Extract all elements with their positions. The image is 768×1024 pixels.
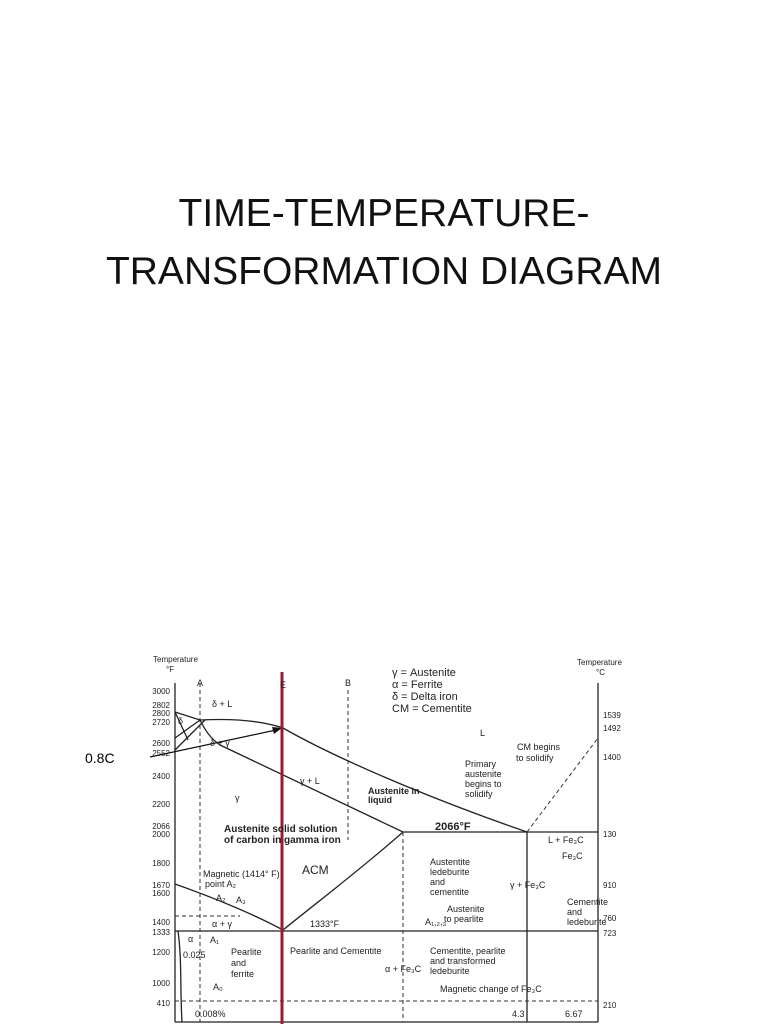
region-label: and transformed <box>430 956 496 966</box>
region-label: Magnetic (1414° F) <box>203 869 280 879</box>
legend-entry: CM = Cementite <box>392 703 472 715</box>
region-label: Cementite, pearlite <box>430 946 506 956</box>
left-tick-label: 2800 <box>152 709 170 718</box>
title-line: TRANSFORMATION DIAGRAM <box>105 250 663 293</box>
right-tick-label: 910 <box>603 881 617 890</box>
left-tick-label: 1200 <box>152 948 170 957</box>
region-label: Austenite solid solution <box>224 824 337 835</box>
region-label: γ + L <box>300 776 320 786</box>
region-label: and <box>231 958 246 968</box>
left-tick-label: 410 <box>157 999 171 1008</box>
region-label: A₂ <box>216 893 226 903</box>
axis-title: Temperature <box>153 655 198 664</box>
region-label: Austentite <box>430 857 470 867</box>
region-label: Austenite in <box>368 786 420 796</box>
region-label: to solidify <box>516 753 554 763</box>
region-label: γ <box>235 793 240 803</box>
region-label: α <box>188 934 193 944</box>
region-label: ledeburite <box>430 966 470 976</box>
region-label: A₃ <box>236 895 246 905</box>
region-label: solidify <box>465 789 493 799</box>
region-label: Cementite <box>567 897 608 907</box>
left-tick-label: 2400 <box>152 772 170 781</box>
right-tick-label: 210 <box>603 1001 617 1010</box>
left-tick-label: 1600 <box>152 889 170 898</box>
left-tick-label: 1000 <box>152 979 170 988</box>
region-label: liquid <box>368 795 392 805</box>
region-label: L <box>480 728 485 738</box>
left-tick-label: 2000 <box>152 830 170 839</box>
right-tick-label: 760 <box>603 914 617 923</box>
region-label: CM begins <box>517 742 561 752</box>
right-tick-label: 723 <box>603 929 617 938</box>
left-tick-label: 2720 <box>152 718 170 727</box>
region-label: Primary <box>465 759 496 769</box>
axis-unit: °C <box>596 668 605 677</box>
left-tick-label: 3000 <box>152 687 170 696</box>
region-label: cementite <box>430 887 469 897</box>
region-label: L + Fe₃C <box>548 835 584 845</box>
region-label: A <box>197 678 203 688</box>
region-label: 6.67 <box>565 1009 583 1019</box>
legend-entry: γ = Austenite <box>392 667 456 679</box>
left-tick-label: 2552 <box>152 749 170 758</box>
region-label: begins to <box>465 779 502 789</box>
region-label: Austenite <box>447 904 485 914</box>
axis-title: Temperature <box>577 658 622 667</box>
region-label: 1333°F <box>310 919 340 929</box>
region-label: α + Fe₃C <box>385 964 422 974</box>
region-label: A₀ <box>213 982 223 992</box>
region-label: γ + Fe₃C <box>510 880 546 890</box>
region-label: Fe₃C <box>562 851 583 861</box>
region-label: ferrite <box>231 969 254 979</box>
region-label: point A₂ <box>205 879 237 889</box>
left-tick-label: 2066 <box>152 822 170 831</box>
region-label: δ <box>178 716 183 726</box>
region-label: ACM <box>302 863 329 877</box>
legend-entry: α = Ferrite <box>392 679 443 691</box>
region-label: δ + L <box>212 699 232 709</box>
region-label: A₁,₂,₃ <box>425 917 447 927</box>
region-label: 4.3 <box>512 1009 525 1019</box>
title-line: TIME-TEMPERATURE- <box>178 192 590 235</box>
left-tick-label: 2802 <box>152 701 170 710</box>
left-tick-label: 2200 <box>152 800 170 809</box>
region-label: δ + γ <box>210 738 230 748</box>
region-label: 0.025 <box>183 950 206 960</box>
right-tick-label: 130 <box>603 830 617 839</box>
region-label: Magnetic change of Fe₃C <box>440 984 542 994</box>
region-label: Pearlite <box>231 947 262 957</box>
region-label: α + γ <box>212 919 232 929</box>
left-tick-label: 1333 <box>152 928 170 937</box>
region-label: Pearlite and Cementite <box>290 946 382 956</box>
region-label: austenite <box>465 769 502 779</box>
left-tick-label: 2600 <box>152 739 170 748</box>
left-tick-label: 1670 <box>152 881 170 890</box>
region-label: A₁ <box>210 935 219 945</box>
legend-entry: δ = Delta iron <box>392 691 458 703</box>
axis-unit: °F <box>166 665 174 674</box>
region-label: and <box>430 877 445 887</box>
region-label: B <box>345 678 351 688</box>
left-tick-label: 1800 <box>152 859 170 868</box>
left-tick-label: 1400 <box>152 918 170 927</box>
right-tick-label: 1539 <box>603 711 621 720</box>
region-label: 0.008% <box>195 1009 226 1019</box>
region-label: ledeburite <box>567 917 607 927</box>
region-label: of carbon in gamma iron <box>224 835 341 846</box>
diagram-lines <box>149 672 599 1024</box>
side-label: 0.8C <box>85 750 115 766</box>
right-tick-label: 1492 <box>603 724 621 733</box>
region-label: ledeburite <box>430 867 470 877</box>
region-label: 2066°F <box>435 821 471 833</box>
region-label: E <box>280 680 286 690</box>
right-tick-label: 1400 <box>603 753 621 762</box>
region-label: and <box>567 907 582 917</box>
region-label: to pearlite <box>444 914 484 924</box>
